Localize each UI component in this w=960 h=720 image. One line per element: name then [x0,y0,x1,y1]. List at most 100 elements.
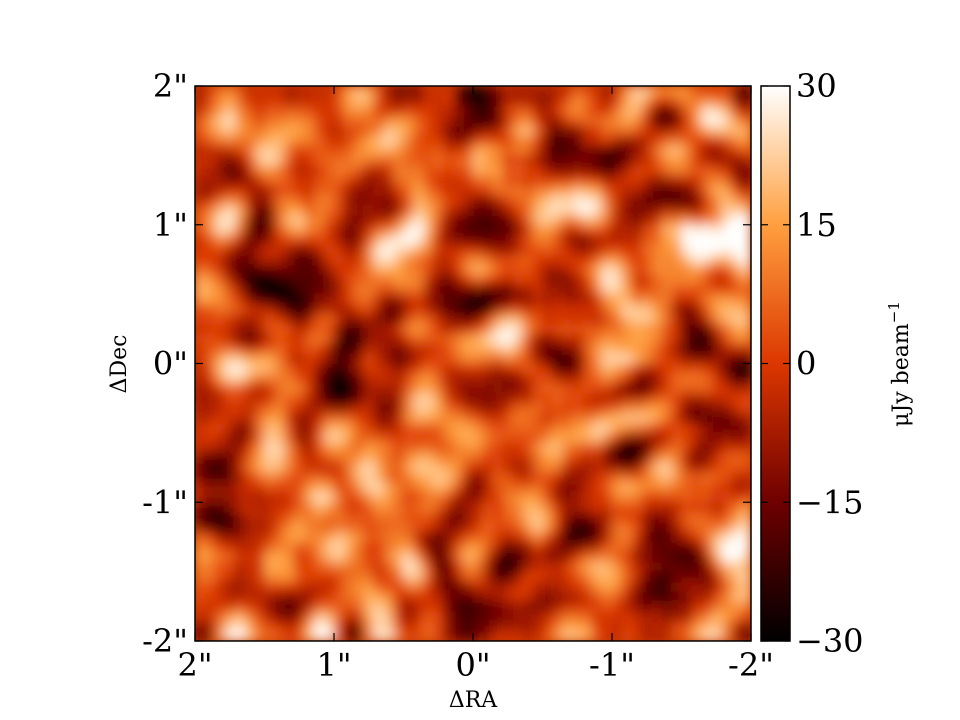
map-cell [661,462,673,474]
map-cell [244,601,256,612]
map-cell [512,631,524,641]
map-cell [721,195,732,206]
map-cell [512,413,524,424]
map-cell [413,323,424,335]
map-cell [304,294,315,305]
map-cell [602,244,613,256]
map-cell [393,195,405,206]
map-cell [552,343,563,355]
map-cell [413,591,424,602]
map-cell [363,432,375,444]
map-cell [274,631,285,641]
map-cell [195,86,206,97]
map-cell [453,323,464,335]
map-cell [661,145,673,156]
map-cell [473,333,484,345]
map-cell [572,353,583,365]
map-cell [711,631,722,641]
map-cell [284,413,295,424]
map-cell [552,373,563,384]
map-cell [572,304,583,315]
map-cell [343,145,355,156]
map-cell [353,195,365,206]
map-cell [294,611,305,622]
map-cell [383,621,395,632]
map-cell [542,551,554,563]
map-cell [433,492,444,503]
map-cell [284,313,295,325]
map-cell [234,432,246,444]
map-cell [651,631,663,641]
map-cell [612,373,623,384]
map-cell [532,571,544,583]
map-cell [562,621,573,632]
map-cell [353,115,365,127]
map-cell [621,591,633,602]
map-cell [324,254,335,265]
map-cell [502,333,514,345]
map-cell [214,195,226,206]
map-cell [314,343,325,355]
map-cell [631,512,643,523]
map-cell [304,234,315,246]
map-cell [403,621,415,632]
map-cell [671,611,683,622]
map-cell [214,561,226,573]
map-cell [254,294,266,305]
map-cell [592,462,603,474]
map-cell [304,373,315,384]
map-cell [552,502,563,513]
map-cell [651,135,663,147]
map-cell [582,214,593,226]
map-cell [701,304,712,315]
map-cell [602,284,613,295]
map-cell [731,274,742,285]
map-cell [592,551,603,563]
map-cell [562,422,573,434]
map-cell [463,95,474,107]
map-cell [363,195,375,206]
map-cell [562,284,573,295]
map-cell [304,611,315,622]
colorbar-tick-label: −30 [796,622,864,660]
map-cell [195,413,206,424]
map-cell [482,601,494,612]
map-cell [562,442,573,454]
map-cell [334,383,345,394]
map-cell [254,204,266,216]
map-cell [353,373,365,384]
map-cell [224,86,236,97]
map-cell [492,195,504,206]
map-cell [731,442,742,454]
map-cell [552,125,563,137]
map-cell [214,353,226,365]
map-cell [522,631,534,641]
map-cell [473,413,484,424]
map-cell [304,631,315,641]
map-cell [264,413,276,424]
map-cell [473,294,484,305]
map-cell [661,492,673,503]
map-cell [681,165,693,176]
map-cell [502,254,514,265]
map-cell [363,541,375,553]
map-cell [562,135,573,147]
map-cell [433,422,444,434]
map-cell [631,522,643,533]
map-cell [671,294,683,305]
map-cell [334,413,345,424]
map-cell [661,522,673,533]
map-cell [602,571,613,583]
map-cell [353,502,365,513]
map-cell [224,512,236,523]
map-cell [463,522,474,533]
map-cell [681,294,693,305]
map-cell [522,502,534,513]
map-cell [572,343,583,355]
map-cell [721,264,732,275]
map-cell [671,155,683,166]
map-cell [701,432,712,444]
map-cell [413,373,424,384]
map-cell [621,165,633,176]
map-cell [353,452,365,464]
